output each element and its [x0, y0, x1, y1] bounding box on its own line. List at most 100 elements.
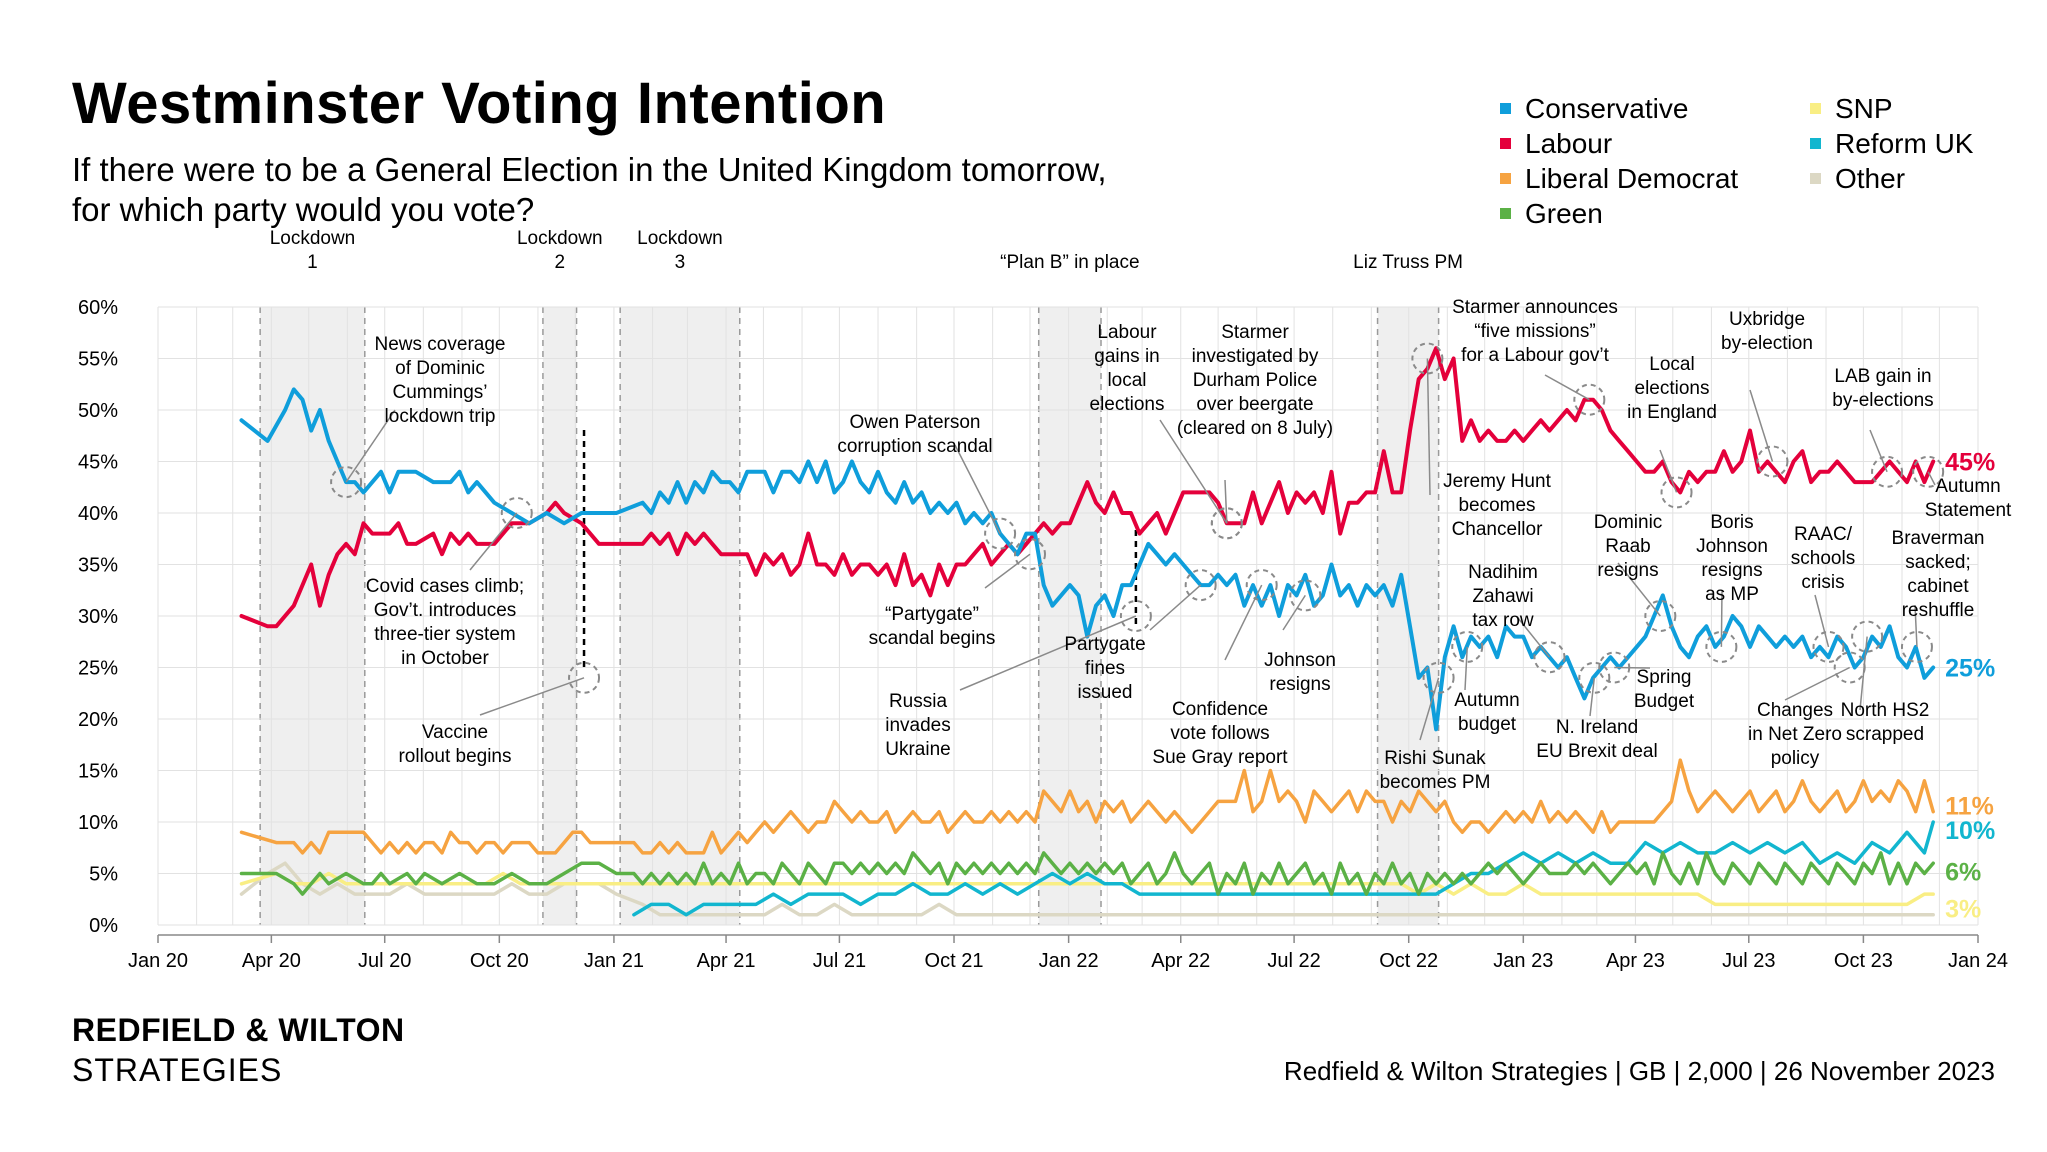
x-tick-label: Jan 20: [128, 950, 188, 972]
shaded-period-label: Lockdown: [517, 228, 603, 249]
annotation-circle: [1184, 569, 1217, 602]
annotation-label: rollout begins: [398, 746, 511, 767]
annotation-leader: [1224, 584, 1263, 661]
annotation-leader: [984, 553, 1031, 589]
shaded-period-label: “Plan B” in place: [1000, 252, 1139, 273]
annotation-circle: [1210, 507, 1243, 540]
annotation-label: issued: [1078, 682, 1133, 703]
annotation-label: North HS2: [1841, 700, 1930, 721]
annotation-circle: [1644, 600, 1677, 632]
annotation-label: Durham Police: [1193, 370, 1318, 391]
x-tick-label: Jan 24: [1948, 950, 2008, 972]
annotation-label: Local: [1649, 354, 1694, 375]
annotation-label: Autumn: [1454, 690, 1519, 711]
annotation-leader: [1159, 419, 1228, 524]
legend-swatch-snp: [1810, 103, 1821, 114]
annotation-label: Johnson: [1696, 536, 1768, 557]
legend-item-reform-uk: Reform UK: [1810, 127, 2040, 160]
annotation-label: as MP: [1705, 584, 1759, 605]
legend-swatch-other: [1810, 173, 1821, 184]
annotation-label: Changes: [1757, 700, 1833, 721]
annotation-label: becomes: [1458, 495, 1535, 516]
subtitle-line-2: for which party would you vote?: [72, 191, 535, 228]
annotation-circle: [1900, 630, 1933, 663]
annotation-label: EU Brexit deal: [1536, 741, 1657, 762]
annotation-leader: [1914, 604, 1918, 647]
annotation-label: Braverman: [1892, 528, 1985, 549]
series-lines: [239, 346, 1936, 917]
annotation-leader: [1517, 617, 1551, 658]
annotation-label: Budget: [1634, 691, 1695, 712]
x-tick-label: Oct 23: [1834, 950, 1893, 972]
legend-label-liberal-democrat: Liberal Democrat: [1525, 162, 1739, 194]
annotation-label: elections: [1635, 378, 1710, 399]
subtitle-line-1: If there were to be a General Election i…: [72, 151, 1107, 188]
annotation-label: crisis: [1801, 572, 1844, 593]
annotation-label: in England: [1627, 402, 1717, 423]
y-tick-label: 40%: [78, 503, 118, 525]
annotation-label: Uxbridge: [1729, 309, 1805, 330]
annotation-label: resigns: [1701, 560, 1762, 581]
annotation-leader: [1617, 562, 1661, 617]
annotation-circle: [1578, 661, 1611, 694]
annotation-circle: [500, 497, 533, 529]
annotation-label: Russia: [889, 691, 948, 712]
brand-line-2: STRATEGIES: [72, 1052, 283, 1088]
annotation-label: invades: [885, 715, 951, 736]
y-tick-label: 25%: [78, 658, 118, 680]
annotation-circle: [568, 661, 601, 694]
legend-item-green: Green: [1500, 197, 1810, 230]
annotation-label: investigated by: [1192, 346, 1319, 367]
y-tick-label: 20%: [78, 709, 118, 731]
annotation-leader: [1282, 594, 1306, 631]
annotation-label: Sue Gray report: [1152, 747, 1288, 768]
annotation-leader: [1589, 677, 1596, 717]
legend: Conservative SNP Labour Reform UK Libera…: [1500, 92, 2040, 230]
annotation-label: N. Ireland: [1556, 717, 1638, 738]
annotation-circle: [1912, 455, 1945, 488]
axes: 0% 5% 10% 15% 20% 25% 30% 35% 40% 45% 50% 55% 60% Jan…: [78, 297, 2008, 972]
end-label-snp: 3%: [1945, 896, 1981, 924]
annotation-circle: [1851, 620, 1884, 653]
shaded-period-label: 1: [307, 252, 318, 273]
end-label-reform-uk: 10%: [1945, 817, 1995, 845]
y-tick-label: 5%: [89, 864, 118, 886]
annotation-label: lockdown trip: [385, 406, 496, 427]
annotation-label: Spring: [1637, 667, 1692, 688]
annotation-label: fines: [1085, 658, 1125, 679]
legend-item-labour: Labour: [1500, 127, 1810, 160]
annotation-circle: [1660, 476, 1693, 509]
y-tick-label: 55%: [78, 349, 118, 371]
annotation-leader: [1749, 389, 1774, 462]
annotation-label: of Dominic: [395, 358, 485, 379]
annotation-circle: [1411, 342, 1444, 375]
annotation-circle: [1451, 630, 1484, 663]
annotation-circle: [1812, 630, 1845, 663]
annotation-leader: [1426, 358, 1431, 496]
annotation-label: for a Labour gov’t: [1461, 345, 1610, 366]
annotation-label: Vaccine: [422, 722, 488, 743]
annotation-circle: [1573, 383, 1606, 416]
annotation-leader: [1544, 374, 1590, 401]
annotation-label: Ukraine: [885, 739, 950, 760]
end-labels: 25% 45% 11% 6% 3% 10%: [1945, 449, 1995, 924]
annotation-label: Cummings’: [392, 382, 487, 403]
annotation-circle: [1119, 600, 1152, 632]
x-tick-label: Jul 22: [1267, 950, 1320, 972]
annotation-label: Statement: [1925, 500, 2012, 521]
annotation-label: over beergate: [1196, 394, 1313, 415]
legend-item-conservative: Conservative: [1500, 92, 1810, 125]
annotation-circle: [1705, 630, 1738, 663]
annotation-leader: [959, 615, 1137, 691]
x-tick-label: Oct 20: [470, 950, 529, 972]
brand-line-1: REDFIELD & WILTON: [72, 1012, 405, 1048]
annotation-leader: [954, 444, 1001, 534]
x-tick-label: Jan 22: [1039, 950, 1099, 972]
annotation-label: policy: [1771, 748, 1820, 769]
legend-label-labour: Labour: [1525, 127, 1613, 159]
legend-label-conservative: Conservative: [1525, 92, 1689, 124]
annotation-leader: [1464, 646, 1469, 691]
legend-label-other: Other: [1835, 162, 1906, 194]
annotation-leader: [479, 677, 585, 716]
legend-item-liberal-democrat: Liberal Democrat: [1500, 162, 1810, 195]
